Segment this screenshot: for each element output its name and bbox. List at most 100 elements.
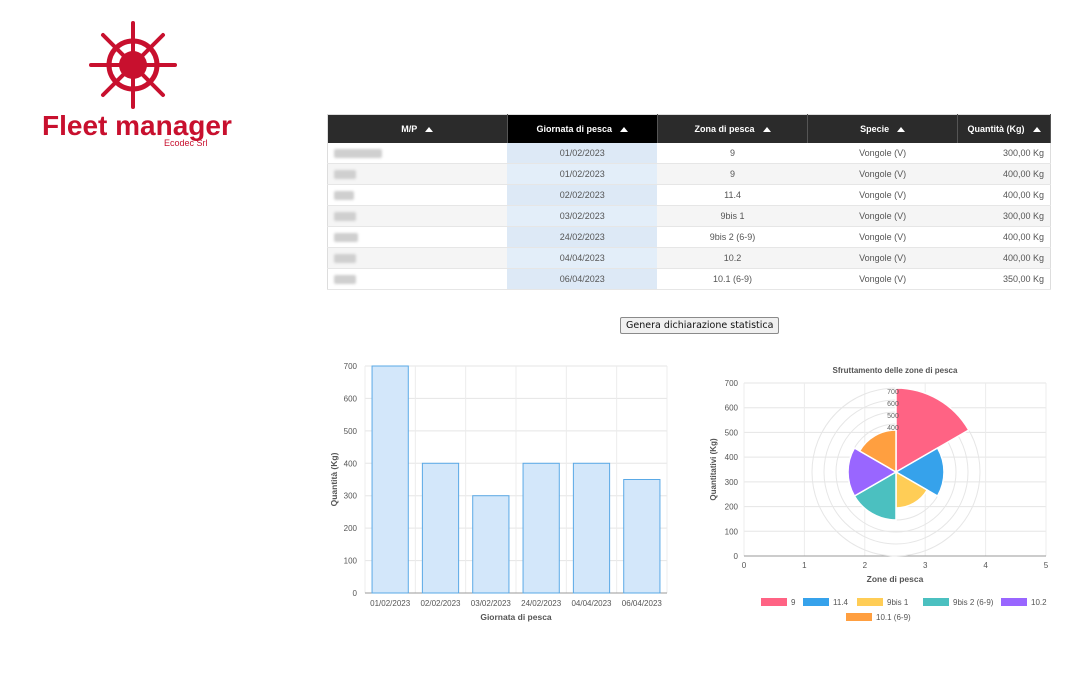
table-row: 02/02/2023 11.4 Vongole (V) 400,00 Kg xyxy=(327,184,1051,206)
species-cell: Vongole (V) xyxy=(807,184,958,206)
sort-arrow-icon xyxy=(897,127,906,133)
polar-slice xyxy=(847,446,898,498)
legend-label: 10.2 xyxy=(1031,598,1047,607)
legend-label: 11.4 xyxy=(833,598,849,607)
species-cell: Vongole (V) xyxy=(807,205,958,227)
species-cell: Vongole (V) xyxy=(807,163,958,185)
radial-tick-label: 400 xyxy=(887,425,899,432)
column-header-zone[interactable]: Zona di pesca xyxy=(657,114,809,143)
x-tick-label: 02/02/2023 xyxy=(420,599,461,608)
zone-cell: 10.2 xyxy=(657,247,808,269)
x-tick-label: 5 xyxy=(1044,561,1049,570)
quantity-cell: 400,00 Kg xyxy=(957,247,1051,269)
y-tick-label: 100 xyxy=(725,527,739,536)
vessel-cell xyxy=(327,143,508,164)
polar-slice xyxy=(895,387,970,474)
zone-cell: 9 xyxy=(657,163,808,185)
bar xyxy=(472,495,510,594)
quantity-per-day-bar-chart: 0 100 200 300 400 500 600 700 01/02/2023 02/02/20… xyxy=(329,362,668,622)
y-axis-title: Quantitativi (Kg) xyxy=(709,438,718,501)
x-tick-label: 06/04/2023 xyxy=(622,599,663,608)
x-tick-label: 0 xyxy=(742,561,747,570)
legend-label: 9bis 1 xyxy=(887,598,909,607)
sort-arrow-icon xyxy=(1032,127,1041,133)
polar-slice xyxy=(894,446,945,498)
date-cell: 02/02/2023 xyxy=(507,184,658,206)
brand-name: Fleet manager xyxy=(42,110,232,141)
bar xyxy=(371,365,409,594)
y-tick-label: 600 xyxy=(725,404,739,413)
quantity-cell: 400,00 Kg xyxy=(957,226,1051,248)
date-cell: 24/02/2023 xyxy=(507,226,658,248)
vessel-cell xyxy=(327,226,508,248)
legend-swatch xyxy=(846,613,872,621)
y-tick-label: 500 xyxy=(344,427,358,436)
legend-swatch xyxy=(857,598,883,606)
legend-swatch xyxy=(923,598,949,606)
legend-label: 10.1 (6-9) xyxy=(876,613,911,622)
zone-cell: 9bis 2 (6-9) xyxy=(657,226,808,248)
vessel-cell xyxy=(327,247,508,269)
x-tick-label: 03/02/2023 xyxy=(471,599,512,608)
sort-arrow-icon xyxy=(762,127,771,133)
polar-slice xyxy=(853,470,897,521)
y-tick-label: 700 xyxy=(344,362,358,371)
zone-cell: 10.1 (6-9) xyxy=(657,268,808,290)
column-header-mp[interactable]: M/P xyxy=(327,114,508,143)
legend-swatch xyxy=(803,598,829,606)
column-header-species[interactable]: Specie xyxy=(807,114,959,143)
species-cell: Vongole (V) xyxy=(807,247,958,269)
zone-cell: 11.4 xyxy=(657,184,808,206)
y-tick-label: 400 xyxy=(344,459,358,468)
y-tick-label: 200 xyxy=(725,503,739,512)
legend-swatch xyxy=(1001,598,1027,606)
x-tick-label: 1 xyxy=(802,561,807,570)
species-cell: Vongole (V) xyxy=(807,226,958,248)
y-axis-title: Quantità (Kg) xyxy=(329,452,339,506)
quantity-cell: 400,00 Kg xyxy=(957,184,1051,206)
y-tick-label: 100 xyxy=(344,557,358,566)
polar-slice xyxy=(858,429,897,474)
column-header-quantity[interactable]: Quantità (Kg) xyxy=(957,114,1051,143)
vessel-cell xyxy=(327,205,508,227)
x-tick-label: 2 xyxy=(863,561,868,570)
fleet-manager-logo: Fleet manager Ecodec Srl xyxy=(40,20,232,150)
x-tick-label: 01/02/2023 xyxy=(370,599,411,608)
quantity-cell: 300,00 Kg xyxy=(957,205,1051,227)
radial-tick-label: 700 xyxy=(887,389,899,396)
legend-label: 9bis 2 (6-9) xyxy=(953,598,994,607)
bar xyxy=(623,479,661,594)
vessel-cell xyxy=(327,268,508,290)
brand-subtitle: Ecodec Srl xyxy=(164,138,208,148)
y-tick-label: 0 xyxy=(353,589,358,598)
vessel-cell xyxy=(327,184,508,206)
species-cell: Vongole (V) xyxy=(807,268,958,290)
y-tick-label: 200 xyxy=(344,524,358,533)
sort-arrow-icon xyxy=(619,127,628,133)
zone-cell: 9bis 1 xyxy=(657,205,808,227)
vessel-cell xyxy=(327,163,508,185)
date-cell: 03/02/2023 xyxy=(507,205,658,227)
y-tick-label: 500 xyxy=(725,428,739,437)
table-row: 24/02/2023 9bis 2 (6-9) Vongole (V) 400,00 … xyxy=(327,226,1051,248)
fishing-log-table: M/P Giornata di pesca Zona di pesca Spec… xyxy=(327,114,1051,290)
date-cell: 01/02/2023 xyxy=(507,143,658,164)
y-tick-label: 300 xyxy=(725,478,739,487)
zone-exploitation-polar-chart: Sfruttamento delle zone di pesca 0 100 200 3… xyxy=(709,366,1049,622)
sort-arrow-icon xyxy=(425,127,434,133)
ship-wheel-icon xyxy=(89,21,177,109)
generate-statistical-declaration-button[interactable]: Genera dichiarazione statistica xyxy=(620,317,780,334)
quantity-cell: 350,00 Kg xyxy=(957,268,1051,290)
x-tick-label: 24/02/2023 xyxy=(521,599,562,608)
x-tick-label: 04/04/2023 xyxy=(571,599,612,608)
table-row: 01/02/2023 9 Vongole (V) 300,00 Kg xyxy=(327,143,1051,164)
legend-swatch xyxy=(761,598,787,606)
y-tick-label: 300 xyxy=(344,492,358,501)
bar xyxy=(572,462,611,594)
x-tick-label: 4 xyxy=(983,561,988,570)
bar xyxy=(421,462,460,594)
table-row: 06/04/2023 10.1 (6-9) Vongole (V) 350,00 Kg xyxy=(327,268,1051,290)
column-header-date[interactable]: Giornata di pesca xyxy=(507,114,658,143)
x-axis-title: Giornata di pesca xyxy=(480,612,552,622)
x-axis-title: Zone di pesca xyxy=(867,574,924,584)
